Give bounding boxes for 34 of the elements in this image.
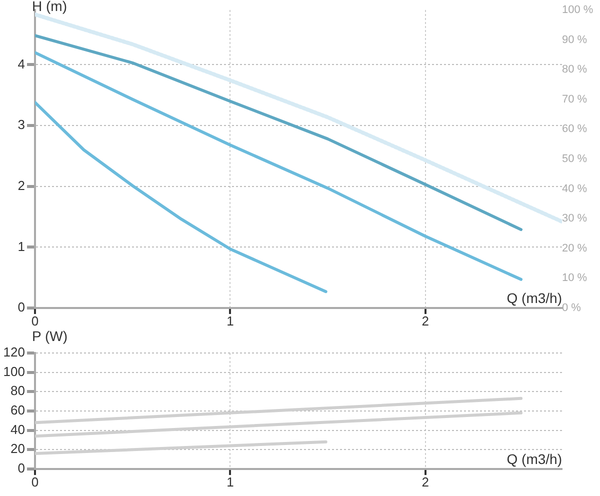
y2-tick-label: 0 % xyxy=(562,302,582,314)
y-axis-title: H (m) xyxy=(32,0,67,14)
x-tick-label: 0 xyxy=(31,474,39,490)
y-tick-label: 0 xyxy=(18,300,25,315)
y2-tick-label: 30 % xyxy=(562,212,588,225)
line-series xyxy=(35,12,562,224)
y2-tick-label: 60 % xyxy=(562,123,588,136)
y2-tick-label: 100 % xyxy=(562,4,594,16)
y-tick-label: 2 xyxy=(18,178,25,193)
y2-tick-label: 70 % xyxy=(562,93,588,106)
y-axis-title: P (W) xyxy=(32,328,68,344)
y2-tick-label: 10 % xyxy=(562,272,588,284)
x-axis-title: Q (m3/h) xyxy=(506,450,562,467)
y2-tick-label: 80 % xyxy=(562,64,588,76)
x-tick-label: 2 xyxy=(422,313,429,328)
x-tick-label: 1 xyxy=(226,313,234,328)
y2-tick-label: 90 % xyxy=(562,34,588,46)
y-tick-label: 4 xyxy=(18,56,25,72)
y2-tick-label: 20 % xyxy=(562,242,588,254)
y-tick-label: 0 xyxy=(18,460,25,476)
y-tick-label: 20 xyxy=(10,441,25,456)
x-tick-label: 1 xyxy=(226,474,234,490)
x-tick-label: 2 xyxy=(422,474,429,490)
y-tick-label: 40 xyxy=(10,422,25,437)
y-tick-label: 1 xyxy=(18,238,25,254)
y-tick-label: 80 xyxy=(10,383,25,398)
y-tick-label: 60 xyxy=(10,402,25,418)
y-tick-label: 120 xyxy=(3,344,25,360)
y-tick-label: 3 xyxy=(18,117,25,132)
y2-tick-label: 50 % xyxy=(562,153,588,166)
y-tick-label: 100 xyxy=(3,364,25,379)
x-axis-title: Q (m3/h) xyxy=(506,290,562,306)
y2-tick-label: 40 % xyxy=(562,182,588,195)
x-tick-label: 0 xyxy=(31,313,39,328)
